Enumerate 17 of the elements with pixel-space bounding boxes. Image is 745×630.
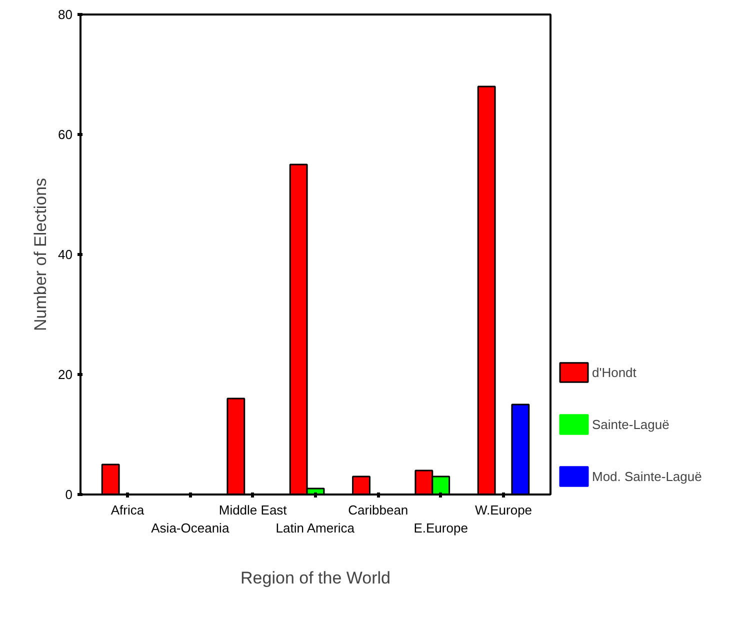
x-tick-label: Middle East — [218, 502, 288, 518]
x-tick-label: W.Europe — [474, 502, 532, 518]
legend-label: d'Hondt — [592, 364, 636, 380]
y-tick-label: 60 — [58, 127, 73, 142]
x-axis-title: Region of the World — [240, 568, 390, 588]
y-tick-label: 20 — [58, 367, 73, 382]
x-tick-label: Latin America — [276, 520, 356, 536]
y-tick-label: 40 — [58, 247, 73, 262]
y-tick-label: 0 — [65, 487, 73, 502]
x-tick-label: Caribbean — [348, 502, 408, 518]
x-tick-label: E.Europe — [414, 520, 468, 536]
legend-label: Sainte-Laguë — [592, 416, 670, 432]
legend-label: Mod. Sainte-Laguë — [592, 468, 702, 484]
x-tick-label: Asia-Oceania — [151, 520, 230, 536]
x-tick-label: Africa — [110, 502, 145, 518]
y-tick-label: 80 — [58, 7, 73, 22]
y-axis-title: Number of Elections — [31, 178, 50, 332]
